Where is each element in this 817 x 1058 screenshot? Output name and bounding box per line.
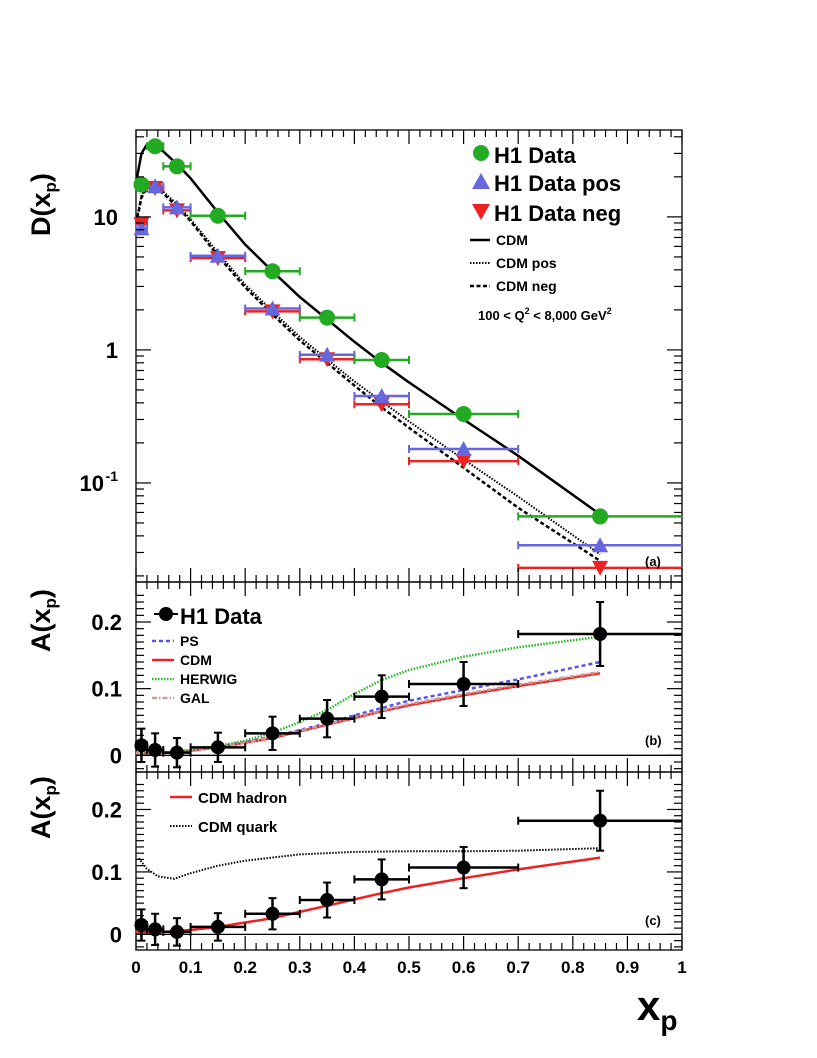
legend-b-h1-label: H1 Data <box>180 604 263 629</box>
legend-b: H1 Data PS CDM HERWIG GAL <box>152 604 263 706</box>
legend-neg-label: H1 Data neg <box>494 201 621 226</box>
x-axis-label: xp <box>637 982 677 1036</box>
pos-point-marker <box>373 388 390 404</box>
legend-pos-marker <box>472 173 490 189</box>
x-tick-label: 0.8 <box>561 958 585 977</box>
h1-point-marker <box>147 138 164 155</box>
y-axis-label-a: D(xp) <box>26 173 60 236</box>
h1-point-b-marker <box>265 726 280 741</box>
pos-point-marker <box>147 178 164 194</box>
h1-point-c-marker <box>148 922 163 937</box>
h1-point-b-marker <box>320 711 335 726</box>
legend-c-quark-label: CDM quark <box>198 819 278 836</box>
legend-b-cdm-label: CDM <box>180 652 212 668</box>
h1-point-marker <box>373 351 390 368</box>
y-tick-label-a: 10 <box>80 471 104 496</box>
x-tick-label: 0.2 <box>233 958 257 977</box>
h1-point-b-marker <box>169 745 184 760</box>
legend-b-ps-label: PS <box>180 633 199 649</box>
legend-c-hadron-label: CDM hadron <box>198 790 287 807</box>
y-axis-label-c: A(xp) <box>26 776 60 839</box>
y-tick-label-a: 10 <box>94 205 118 230</box>
h1-point-c-marker <box>169 924 184 939</box>
q2-range-label: 100 < Q2 < 8,000 GeV2 <box>478 306 612 323</box>
y-tick-label-b: 0 <box>110 743 122 768</box>
legend-c: CDM hadron CDM quark <box>170 790 287 836</box>
curve-cdm-quark <box>137 847 601 880</box>
legend-h1-marker <box>473 145 489 161</box>
y-tick-label-b: 0.2 <box>91 610 122 635</box>
h1-point-b-marker <box>210 740 225 755</box>
h1-point-b-marker <box>148 743 163 757</box>
curve-cdm <box>134 143 601 516</box>
pos-point-marker <box>455 440 472 456</box>
curve-gal <box>135 670 601 755</box>
h1-point-c-marker <box>374 872 389 887</box>
h1-point-marker <box>168 158 185 175</box>
h1-point-b-marker <box>456 677 471 691</box>
legend-pos-label: H1 Data pos <box>494 171 621 196</box>
h1-point-marker <box>592 508 609 525</box>
pos-point-marker <box>264 300 281 316</box>
panel-label-c: (c) <box>645 913 661 928</box>
pos-point-marker <box>133 220 150 236</box>
pos-point-marker <box>592 537 609 553</box>
x-tick-label: 0.1 <box>179 958 203 977</box>
pos-point-marker <box>209 247 226 263</box>
x-tick-label: 0 <box>131 958 140 977</box>
legend-cdm-neg-label: CDM neg <box>496 278 557 294</box>
h1-point-c-marker <box>593 813 608 828</box>
h1-point-marker <box>455 405 472 422</box>
legend-cdm-pos-label: CDM pos <box>496 255 557 271</box>
panel-label-b: (b) <box>645 733 662 748</box>
h1-point-marker <box>264 263 281 280</box>
x-tick-label: 0.6 <box>452 958 476 977</box>
h1-point-c-marker <box>265 906 280 921</box>
y-tick-label-a-exp: -1 <box>106 468 119 484</box>
h1-point-c-marker <box>210 919 225 934</box>
curve-cdm-neg <box>134 186 601 562</box>
y-tick-label-c: 0.2 <box>91 797 122 822</box>
x-tick-label: 0.7 <box>506 958 530 977</box>
legend-b-herwig-label: HERWIG <box>180 671 237 687</box>
y-axis-label-b: A(xp) <box>26 589 60 652</box>
x-tick-label: 0.9 <box>616 958 640 977</box>
y-tick-label-c: 0.1 <box>91 860 122 885</box>
h1-point-b-marker <box>374 689 389 704</box>
h1-point-b-marker <box>593 627 608 641</box>
panel-label-a: (a) <box>645 554 661 569</box>
y-tick-label-b: 0.1 <box>91 677 122 702</box>
y-tick-label-c: 0 <box>110 922 122 947</box>
legend-cdm-label: CDM <box>496 232 528 248</box>
curve-cdm-hadron <box>135 856 601 934</box>
x-tick-label: 1 <box>677 958 686 977</box>
legend-a: H1 Data H1 Data pos H1 Data neg CDM CDM … <box>470 143 621 323</box>
x-tick-label: 0.5 <box>397 958 421 977</box>
y-tick-label-a: 1 <box>106 338 118 363</box>
h1-point-marker <box>133 176 150 193</box>
neg-point-marker <box>592 560 609 576</box>
legend-neg-marker <box>472 204 490 220</box>
x-tick-label: 0.4 <box>343 958 367 977</box>
legend-h1-label: H1 Data <box>494 143 577 168</box>
pos-point-marker <box>168 199 185 215</box>
h1-point-marker <box>209 207 226 224</box>
h1-point-marker <box>319 309 336 326</box>
neg-point-marker <box>455 454 472 470</box>
pos-point-marker <box>319 346 336 362</box>
h1-point-c-marker <box>456 860 471 875</box>
h1-point-c-marker <box>320 893 335 908</box>
legend-b-gal-label: GAL <box>180 690 210 706</box>
x-tick-label: 0.3 <box>288 958 312 977</box>
